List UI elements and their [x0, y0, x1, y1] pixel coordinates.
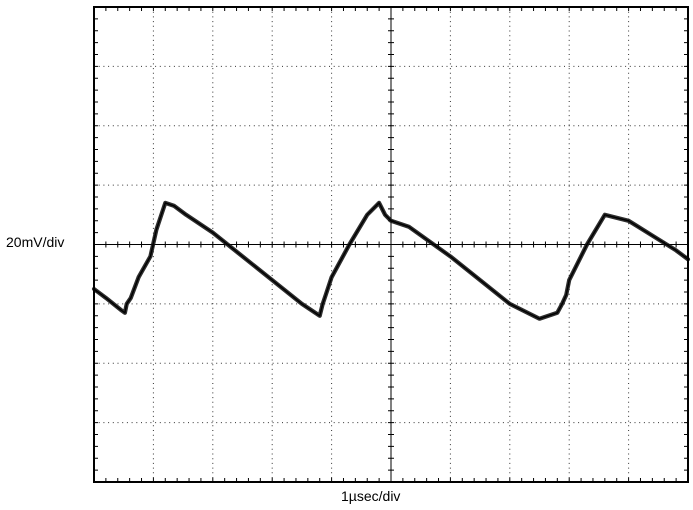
x-axis-label: 1µsec/div	[341, 488, 401, 504]
waveform-trace-core	[93, 202, 689, 320]
plot-frame	[93, 6, 689, 483]
y-axis-label: 20mV/div	[6, 234, 65, 250]
graticule-ticks	[94, 7, 688, 482]
